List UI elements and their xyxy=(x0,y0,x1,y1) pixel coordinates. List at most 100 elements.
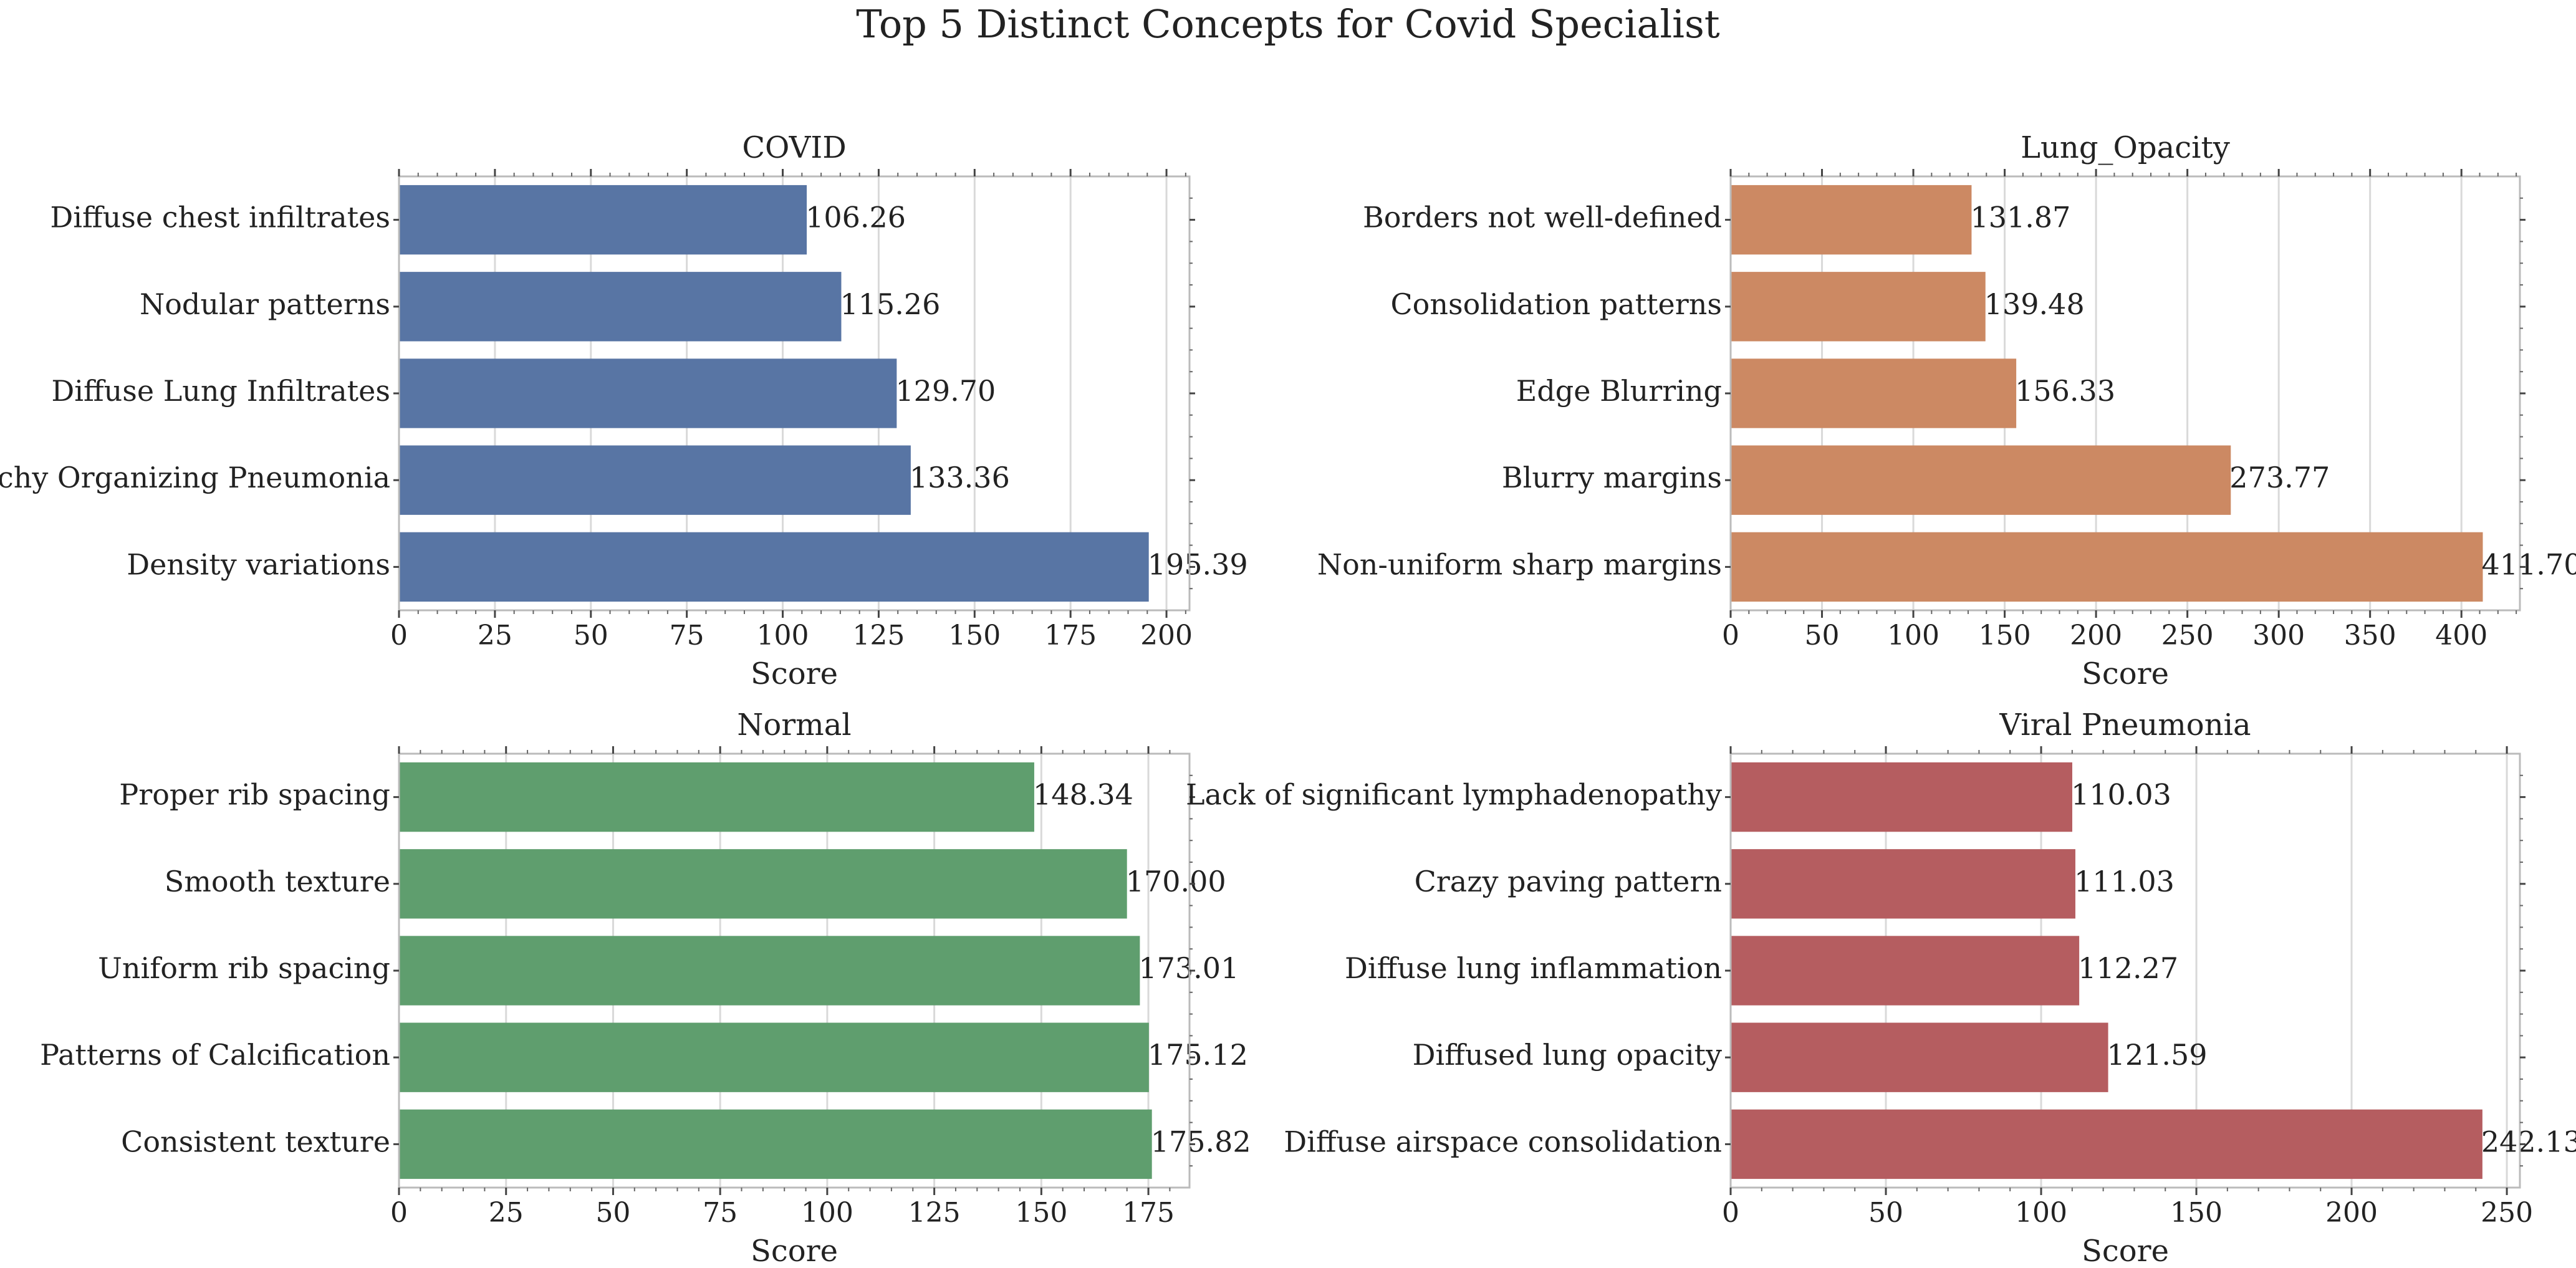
bar xyxy=(399,445,911,515)
x-axis-label: Score xyxy=(751,656,838,691)
figure-title: Top 5 Distinct Concepts for Covid Specia… xyxy=(856,1,1720,47)
x-tick-label: 200 xyxy=(2070,620,2122,651)
x-tick-label: 175 xyxy=(1044,620,1097,651)
category-label: Blurry margins xyxy=(1502,461,1722,494)
bar xyxy=(399,532,1149,602)
category-label: Uniform rib spacing xyxy=(98,951,390,985)
x-tick-label: 200 xyxy=(2325,1197,2378,1229)
x-tick-label: 250 xyxy=(2161,620,2214,651)
category-label: Diffuse chest infiltrates xyxy=(50,201,390,234)
value-label: 273.77 xyxy=(2229,461,2330,494)
bar xyxy=(1731,1109,2482,1179)
x-tick-label: 75 xyxy=(703,1197,738,1229)
category-label: Consistent texture xyxy=(121,1125,390,1158)
value-label: 112.27 xyxy=(2078,951,2178,985)
x-tick-label: 25 xyxy=(478,620,512,651)
category-label: Edge Blurring xyxy=(1516,374,1722,408)
x-tick-label: 75 xyxy=(670,620,704,651)
bar xyxy=(399,185,807,255)
value-label: 110.03 xyxy=(2071,778,2171,812)
category-label: Diffuse Lung Infiltrates xyxy=(51,374,390,408)
x-tick-label: 200 xyxy=(1140,620,1193,651)
category-label: Non-uniform sharp margins xyxy=(1317,547,1722,581)
value-label: 139.48 xyxy=(1984,287,2085,321)
x-tick-label: 300 xyxy=(2252,620,2305,651)
bar xyxy=(399,1022,1149,1092)
bar xyxy=(1731,532,2483,602)
bar xyxy=(399,849,1127,919)
x-tick-label: 25 xyxy=(489,1197,524,1229)
x-tick-label: 125 xyxy=(852,620,905,651)
category-label: Patchy Organizing Pneumonia xyxy=(0,461,390,494)
bar xyxy=(399,936,1140,1006)
x-tick-label: 50 xyxy=(1805,620,1840,651)
category-label: Diffuse airspace consolidation xyxy=(1284,1125,1722,1158)
subplot-title: COVID xyxy=(742,130,846,165)
x-tick-label: 0 xyxy=(390,620,408,651)
value-label: 106.26 xyxy=(805,201,906,234)
x-tick-label: 250 xyxy=(2481,1197,2533,1229)
value-label: 115.26 xyxy=(840,287,940,321)
x-tick-label: 150 xyxy=(1015,1197,1067,1229)
x-tick-label: 125 xyxy=(908,1197,961,1229)
category-label: Smooth texture xyxy=(165,865,390,898)
value-label: 156.33 xyxy=(2015,374,2115,408)
category-label: Diffused lung opacity xyxy=(1413,1038,1722,1072)
x-tick-label: 100 xyxy=(757,620,809,651)
category-label: Patterns of Calcification xyxy=(40,1038,390,1072)
category-label: Borders not well-defined xyxy=(1363,201,1722,234)
bar xyxy=(1731,358,2017,428)
category-label: Density variations xyxy=(127,547,390,581)
x-tick-label: 175 xyxy=(1122,1197,1175,1229)
subplot-title: Lung_Opacity xyxy=(2021,130,2230,165)
value-label: 242.13 xyxy=(2481,1125,2576,1158)
value-label: 170.00 xyxy=(1126,865,1226,898)
value-label: 133.36 xyxy=(910,461,1010,494)
value-label: 175.12 xyxy=(1148,1038,1248,1072)
x-tick-label: 150 xyxy=(1979,620,2031,651)
value-label: 411.70 xyxy=(2482,547,2576,581)
x-axis-label: Score xyxy=(2082,1234,2169,1268)
bar xyxy=(399,358,897,428)
bar xyxy=(1731,445,2231,515)
value-label: 111.03 xyxy=(2074,865,2175,898)
x-tick-label: 350 xyxy=(2344,620,2396,651)
subplot-2: Borders not well-defined 131.87 Consolidat… xyxy=(1317,130,2576,691)
subplot-title: Normal xyxy=(737,708,851,742)
category-label: Proper rib spacing xyxy=(119,778,390,812)
bar xyxy=(1731,1022,2108,1092)
bar xyxy=(1731,185,1972,255)
x-tick-label: 150 xyxy=(948,620,1001,651)
x-tick-label: 100 xyxy=(801,1197,853,1229)
category-label: Diffuse lung inflammation xyxy=(1345,951,1722,985)
bar xyxy=(399,762,1034,832)
x-tick-label: 50 xyxy=(595,1197,630,1229)
bar xyxy=(399,1109,1152,1179)
category-label: Lack of significant lymphadenopathy xyxy=(1186,778,1722,812)
subplots: Diffuse chest infiltrates 106.26 Nodular p… xyxy=(0,130,2576,1268)
bar xyxy=(1731,762,2072,832)
value-label: 129.70 xyxy=(895,374,996,408)
x-tick-label: 400 xyxy=(2435,620,2487,651)
subplot-3: Proper rib spacing 148.34 Smooth texture 17… xyxy=(40,708,1251,1268)
value-label: 148.34 xyxy=(1033,778,1133,812)
subplot-1: Diffuse chest infiltrates 106.26 Nodular p… xyxy=(0,130,1248,691)
x-axis-label: Score xyxy=(751,1234,838,1268)
value-label: 131.87 xyxy=(1970,201,2070,234)
category-label: Crazy paving pattern xyxy=(1415,865,1722,898)
subplot-4: Lack of significant lymphadenopathy 110.0… xyxy=(1186,708,2576,1268)
x-tick-label: 150 xyxy=(2170,1197,2223,1229)
category-label: Consolidation patterns xyxy=(1390,287,1722,321)
x-tick-label: 50 xyxy=(574,620,608,651)
bar xyxy=(399,272,842,342)
x-axis-label: Score xyxy=(2082,656,2169,691)
x-tick-label: 100 xyxy=(2015,1197,2067,1229)
value-label: 195.39 xyxy=(1148,547,1248,581)
subplot-title: Viral Pneumonia xyxy=(1999,708,2251,742)
bar xyxy=(1731,936,2080,1006)
x-tick-label: 100 xyxy=(1887,620,1939,651)
x-tick-label: 0 xyxy=(1722,1197,1739,1229)
x-tick-label: 0 xyxy=(390,1197,408,1229)
x-tick-label: 0 xyxy=(1722,620,1739,651)
